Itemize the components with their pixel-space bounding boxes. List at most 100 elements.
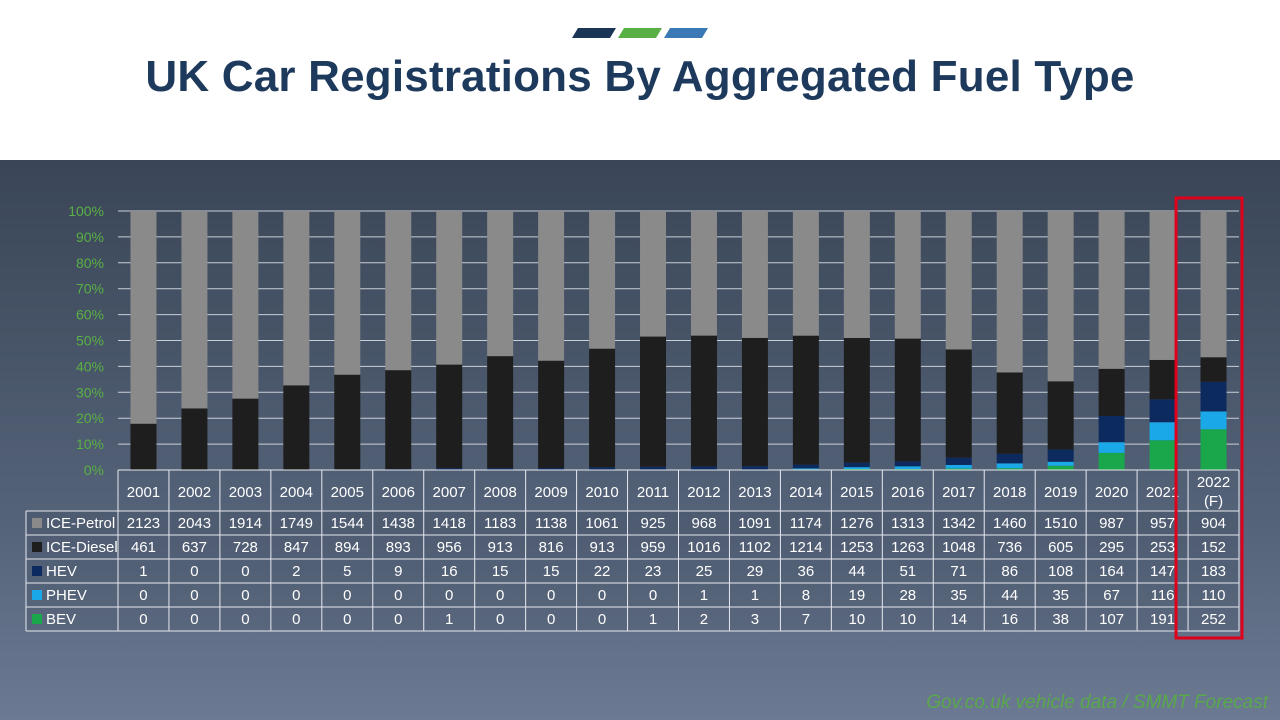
bar-segment-hev	[538, 468, 565, 470]
y-tick-label: 60%	[76, 307, 104, 323]
data-label: 1	[700, 587, 708, 604]
bar-segment-ice-diesel	[385, 370, 412, 470]
legend-label: ICE-Petrol	[46, 515, 115, 532]
data-label: 0	[241, 611, 249, 628]
accent-stripes	[572, 28, 708, 38]
bar-segment-phev	[1098, 442, 1125, 453]
x-tick-label: 2014	[789, 484, 822, 501]
bar-segment-phev	[945, 464, 972, 469]
data-label: 38	[1052, 611, 1069, 628]
data-label: 110	[1202, 587, 1226, 604]
data-label: 1460	[993, 515, 1026, 532]
data-label: 3	[751, 611, 759, 628]
data-label: 461	[131, 539, 156, 556]
data-label: 10	[899, 611, 916, 628]
data-label: 1544	[331, 515, 364, 532]
data-label: 957	[1150, 515, 1175, 532]
data-label: 1	[139, 563, 147, 580]
accent-stripe-navy	[572, 28, 616, 38]
bar-segment-hev	[945, 457, 972, 465]
data-label: 0	[445, 587, 453, 604]
bar-segment-ice-petrol	[894, 211, 921, 339]
bar-segment-ice-diesel	[945, 349, 972, 458]
bar-segment-hev	[843, 462, 870, 468]
data-label: 0	[190, 563, 198, 580]
data-label: 2	[292, 563, 300, 580]
data-label: 0	[139, 587, 147, 604]
data-label: 107	[1099, 611, 1124, 628]
bar-segment-phev	[1047, 461, 1074, 466]
bar-segment-hev	[894, 461, 921, 467]
legend-key	[32, 590, 42, 600]
bar-segment-phev	[996, 463, 1023, 469]
data-label: 1102	[739, 539, 771, 556]
bar-segment-ice-petrol	[1200, 211, 1227, 358]
bar-segment-hev	[1149, 399, 1176, 423]
bar-segment-ice-petrol	[436, 211, 463, 365]
data-label: 23	[645, 563, 662, 580]
data-label: 913	[590, 539, 615, 556]
x-tick-label: 2019	[1044, 484, 1077, 501]
legend-key	[32, 614, 42, 624]
bar-segment-ice-petrol	[1149, 211, 1176, 360]
bar-segment-ice-petrol	[487, 211, 514, 357]
legend-key	[32, 566, 42, 576]
data-label: 913	[488, 539, 513, 556]
data-label: 0	[343, 587, 351, 604]
data-label: 0	[343, 611, 351, 628]
page-title: UK Car Registrations By Aggregated Fuel …	[145, 52, 1135, 101]
bar-segment-ice-petrol	[1047, 211, 1074, 382]
accent-stripe-blue	[664, 28, 708, 38]
bar-segment-hev	[1098, 415, 1125, 443]
data-label: 0	[292, 587, 300, 604]
x-tick-label: 2007	[433, 484, 466, 501]
bar-segment-ice-petrol	[130, 211, 157, 424]
data-label: 8	[802, 587, 810, 604]
x-tick-label: 2008	[483, 484, 516, 501]
data-label: 637	[182, 539, 207, 556]
data-label: 1313	[891, 515, 924, 532]
bar-segment-phev	[792, 468, 819, 470]
x-tick-label: 2015	[840, 484, 873, 501]
data-label: 2123	[127, 515, 160, 532]
data-label: 36	[798, 563, 815, 580]
data-label: 0	[139, 611, 147, 628]
bar-segment-ice-diesel	[334, 374, 361, 470]
data-label: 847	[284, 539, 309, 556]
bar-segment-ice-diesel	[538, 360, 565, 469]
x-tick-label: 2022 (F)	[1197, 474, 1230, 510]
data-label: 152	[1201, 539, 1226, 556]
data-label: 1016	[687, 539, 720, 556]
data-label: 22	[594, 563, 611, 580]
data-label: 816	[539, 539, 564, 556]
bar-segment-bev	[1200, 429, 1227, 470]
data-label: 0	[241, 563, 249, 580]
data-label: 968	[691, 515, 716, 532]
x-tick-label: 2021	[1146, 484, 1179, 501]
data-label: 67	[1103, 587, 1120, 604]
bar-segment-ice-petrol	[640, 211, 667, 337]
bar-segment-hev	[690, 466, 717, 470]
x-tick-label: 2018	[993, 484, 1026, 501]
legend-key	[32, 518, 42, 528]
data-label: 0	[598, 587, 606, 604]
bar-segment-ice-diesel	[640, 336, 667, 467]
bar-segment-ice-petrol	[1098, 211, 1125, 369]
data-label: 987	[1099, 515, 1124, 532]
y-tick-label: 10%	[76, 436, 104, 452]
data-label: 5	[343, 563, 351, 580]
data-label: 0	[496, 611, 504, 628]
y-tick-label: 0%	[84, 462, 104, 478]
data-label: 925	[641, 515, 666, 532]
y-tick-label: 90%	[76, 229, 104, 245]
x-tick-label: 2002	[178, 484, 211, 501]
bar-segment-ice-petrol	[589, 211, 616, 349]
data-label: 164	[1099, 563, 1124, 580]
data-label: 15	[492, 563, 509, 580]
data-label: 0	[394, 587, 402, 604]
bar-segment-ice-petrol	[538, 211, 565, 361]
data-label: 605	[1048, 539, 1073, 556]
data-label: 1510	[1044, 515, 1077, 532]
data-label: 959	[641, 539, 666, 556]
bar-segment-hev	[589, 467, 616, 470]
